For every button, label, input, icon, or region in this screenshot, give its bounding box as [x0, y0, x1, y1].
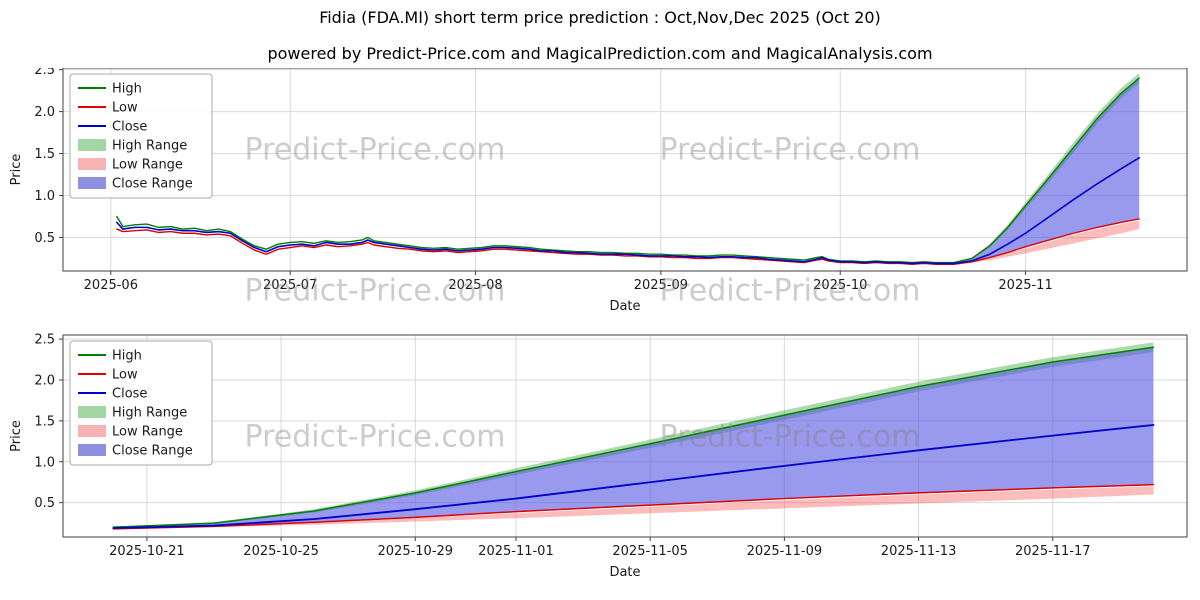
x-tick-label: 2025-11 — [998, 278, 1052, 293]
legend-patch-swatch — [78, 444, 106, 456]
figure-subtitle: powered by Predict-Price.com and Magical… — [267, 44, 933, 63]
x-tick-label: 2025-11-17 — [1015, 544, 1091, 559]
plot-border — [62, 334, 1188, 538]
legend-label: Low Range — [112, 158, 183, 173]
legend-label: Low Range — [112, 425, 183, 440]
y-tick-label: 0.5 — [34, 231, 55, 246]
y-tick-label: 1.0 — [34, 455, 55, 470]
low-line — [116, 218, 1140, 265]
legend-label: Low — [112, 368, 138, 383]
x-axis-label: Date — [609, 299, 640, 314]
close-line — [112, 424, 1155, 529]
y-tick-label: 2.5 — [34, 333, 55, 348]
x-tick-label: 2025-11-05 — [612, 544, 688, 559]
legend-label: Close — [112, 120, 147, 135]
high-line — [116, 77, 1140, 264]
x-axis-label: Date — [609, 565, 640, 580]
y-tick-label: 1.5 — [34, 147, 55, 162]
low-range-band — [113, 486, 1154, 529]
low-line — [112, 483, 1155, 530]
y-tick-label: 1.0 — [34, 189, 55, 204]
x-tick-label: 2025-11-01 — [478, 544, 554, 559]
figure-title: Fidia (FDA.MI) short term price predicti… — [319, 8, 881, 27]
x-tick-label: 2025-09 — [634, 278, 688, 293]
x-tick-label: 2025-10-29 — [378, 544, 454, 559]
high-range-band — [113, 342, 1154, 528]
legend-patch-swatch — [78, 158, 106, 170]
x-tick-label: 2025-11-09 — [747, 544, 823, 559]
high-range-band — [953, 73, 1140, 263]
bottom-chart: 2025-10-21 2025-10-25 2025-10-29 2025-11-01… — [9, 333, 1188, 580]
legend-label: Close Range — [112, 177, 193, 192]
x-tick-label: 2025-07 — [263, 278, 317, 293]
legend-label: High Range — [112, 406, 187, 421]
low-range-band — [953, 220, 1140, 265]
x-tick-label: 2025-08 — [448, 278, 502, 293]
x-tick-label: 2025-10-21 — [109, 544, 185, 559]
x-tick-label: 2025-10 — [813, 278, 867, 293]
y-tick-label: 2.0 — [34, 373, 55, 388]
y-tick-label: 2.0 — [34, 105, 55, 120]
legend-label: Close Range — [112, 444, 193, 459]
x-tick-label: 2025-10-25 — [243, 544, 319, 559]
legend-patch-swatch — [78, 406, 106, 418]
y-axis-label: Price — [9, 420, 24, 452]
y-tick-label: 2.5 — [34, 68, 55, 78]
x-tick-label: 2025-11-13 — [881, 544, 957, 559]
y-axis-label: Price — [9, 154, 24, 186]
close-range-band — [953, 78, 1140, 264]
legend-patch-swatch — [78, 177, 106, 189]
high-line — [112, 346, 1155, 528]
legend-label: High — [112, 349, 142, 364]
y-tick-label: 0.5 — [34, 496, 55, 511]
legend-label: Low — [112, 101, 138, 116]
legend-patch-swatch — [78, 139, 106, 151]
close-range-band — [113, 347, 1154, 529]
close-line — [116, 156, 1140, 265]
legend-label: Close — [112, 387, 147, 402]
top-chart: 2025-06 2025-07 2025-08 2025-09 2025-10 2025-… — [9, 68, 1188, 314]
plot-border — [62, 68, 1188, 272]
y-tick-label: 1.5 — [34, 414, 55, 429]
legend-label: High — [112, 82, 142, 97]
legend-label: High Range — [112, 139, 187, 154]
legend-patch-swatch — [78, 425, 106, 437]
x-tick-label: 2025-06 — [84, 278, 138, 293]
